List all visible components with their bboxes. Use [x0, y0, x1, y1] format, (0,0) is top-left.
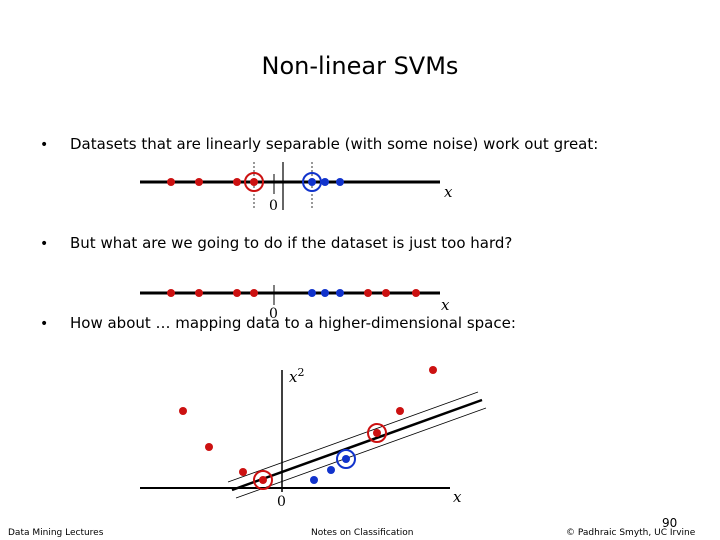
- red-point: [382, 289, 390, 297]
- origin-label: 0: [269, 198, 278, 214]
- origin-label: 0: [277, 494, 286, 510]
- y-axis-label: x2: [289, 366, 304, 386]
- page-number: 90: [662, 516, 678, 530]
- bullet-text-1: Datasets that are linearly separable (wi…: [70, 135, 599, 153]
- red-point: [179, 407, 187, 415]
- red-point: [233, 178, 241, 186]
- blue-point: [321, 289, 329, 297]
- red-point: [195, 289, 203, 297]
- x-axis-label: x: [453, 488, 462, 506]
- blue-point: [336, 289, 344, 297]
- footer-left: Data Mining Lectures: [8, 528, 104, 538]
- red-point: [167, 178, 175, 186]
- margin-line: [227, 391, 479, 483]
- red-point: [233, 289, 241, 297]
- origin-label: 0: [269, 306, 278, 322]
- support-vector-ring: [244, 172, 264, 192]
- red-point: [250, 289, 258, 297]
- red-point: [239, 468, 247, 476]
- blue-point: [308, 178, 316, 186]
- support-vector-ring: [253, 470, 273, 490]
- bullet-marker: •: [40, 236, 49, 252]
- red-point: [429, 366, 437, 374]
- bullet-text-3: How about … mapping data to a higher-dim…: [70, 314, 516, 332]
- bullet-text-2: But what are we going to do if the datas…: [70, 234, 513, 252]
- red-point: [195, 178, 203, 186]
- footer-center: Notes on Classification: [311, 528, 414, 538]
- bullet-marker: •: [40, 137, 49, 153]
- red-point: [396, 407, 404, 415]
- decision-boundary: [231, 398, 483, 492]
- slide-title: Non-linear SVMs: [261, 52, 459, 80]
- axis-diagram-2: 0 x: [140, 285, 450, 322]
- red-point: [259, 476, 267, 484]
- support-vector-ring: [367, 423, 387, 443]
- feature-space-plot: x2 0 x: [140, 366, 487, 510]
- bullet-marker: •: [40, 316, 49, 332]
- blue-point: [308, 289, 316, 297]
- red-point: [250, 178, 258, 186]
- blue-point: [342, 455, 350, 463]
- x-axis-label: x: [441, 296, 450, 314]
- axis-diagram-1: 0 x: [140, 162, 453, 214]
- margin-line: [235, 407, 487, 499]
- red-point: [205, 443, 213, 451]
- red-point: [373, 429, 381, 437]
- blue-point: [336, 178, 344, 186]
- blue-point: [321, 178, 329, 186]
- footer-right: © Padhraic Smyth, UC Irvine: [566, 528, 696, 538]
- support-vector-ring: [336, 449, 356, 469]
- red-point: [167, 289, 175, 297]
- red-point: [364, 289, 372, 297]
- x-axis-label: x: [444, 183, 453, 201]
- red-point: [412, 289, 420, 297]
- blue-point: [327, 466, 335, 474]
- blue-point: [310, 476, 318, 484]
